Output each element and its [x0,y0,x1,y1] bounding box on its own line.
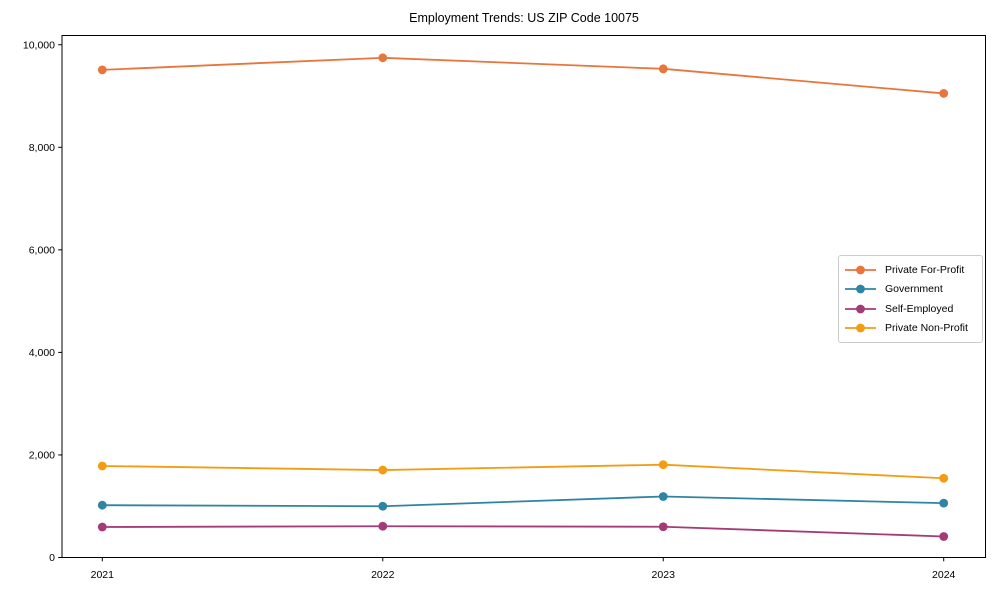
data-point-marker [939,473,949,483]
legend-label: Private For-Profit [885,263,965,276]
series-government [97,492,949,511]
series-line [101,463,945,480]
data-point-marker [658,522,668,532]
series-private-for-profit [97,53,949,98]
data-point-marker [658,64,668,74]
data-point-marker [939,498,949,508]
y-tick-label: 10,000 [23,39,55,51]
x-tick-label: 2021 [91,569,115,581]
data-point-marker [378,521,388,531]
legend-item-private-non-profit: Private Non-Profit [844,319,976,338]
x-tick-label: 2023 [652,569,676,581]
legend-item-self-employed: Self-Employed [844,299,976,318]
legend-marker-icon [845,323,876,333]
legend-label: Private Non-Profit [885,322,968,335]
legend-marker-icon [845,284,876,294]
data-point-marker [97,65,107,75]
legend: Private For-Profit Government Self-Employe… [838,255,983,343]
legend-label: Self-Employed [885,302,954,315]
legend-label: Government [885,283,943,296]
data-point-marker [658,492,668,501]
x-tick-label: 2024 [932,569,956,581]
y-axis: 0 2,000 4,000 6,000 8,000 10,000 [23,39,62,564]
series-self-employed [97,521,949,541]
x-tick-label: 2022 [371,569,395,581]
x-axis: 2021 2022 2023 2024 [91,557,956,581]
data-point-marker [378,501,388,511]
legend-item-private-for-profit: Private For-Profit [844,260,976,279]
chart-title: Employment Trends: US ZIP Code 10075 [409,11,639,25]
series-line [101,56,945,95]
data-point-marker [658,460,668,470]
data-point-marker [97,522,107,532]
series-line [101,495,945,508]
data-point-marker [97,500,107,510]
series-line [101,525,945,538]
y-tick-label: 4,000 [29,347,55,359]
y-tick-label: 8,000 [29,142,55,154]
data-point-marker [97,461,107,471]
legend-item-government: Government [844,280,976,299]
legend-marker-icon [845,265,876,275]
legend-marker-icon [845,304,876,314]
data-point-marker [939,89,949,98]
data-point-marker [939,532,949,541]
y-tick-label: 2,000 [29,450,55,462]
data-point-marker [378,465,388,475]
axes-spines [61,35,986,558]
y-tick-label: 0 [49,552,55,564]
y-tick-label: 6,000 [29,245,55,257]
data-point-marker [378,53,388,63]
series-private-non-profit [97,460,949,483]
